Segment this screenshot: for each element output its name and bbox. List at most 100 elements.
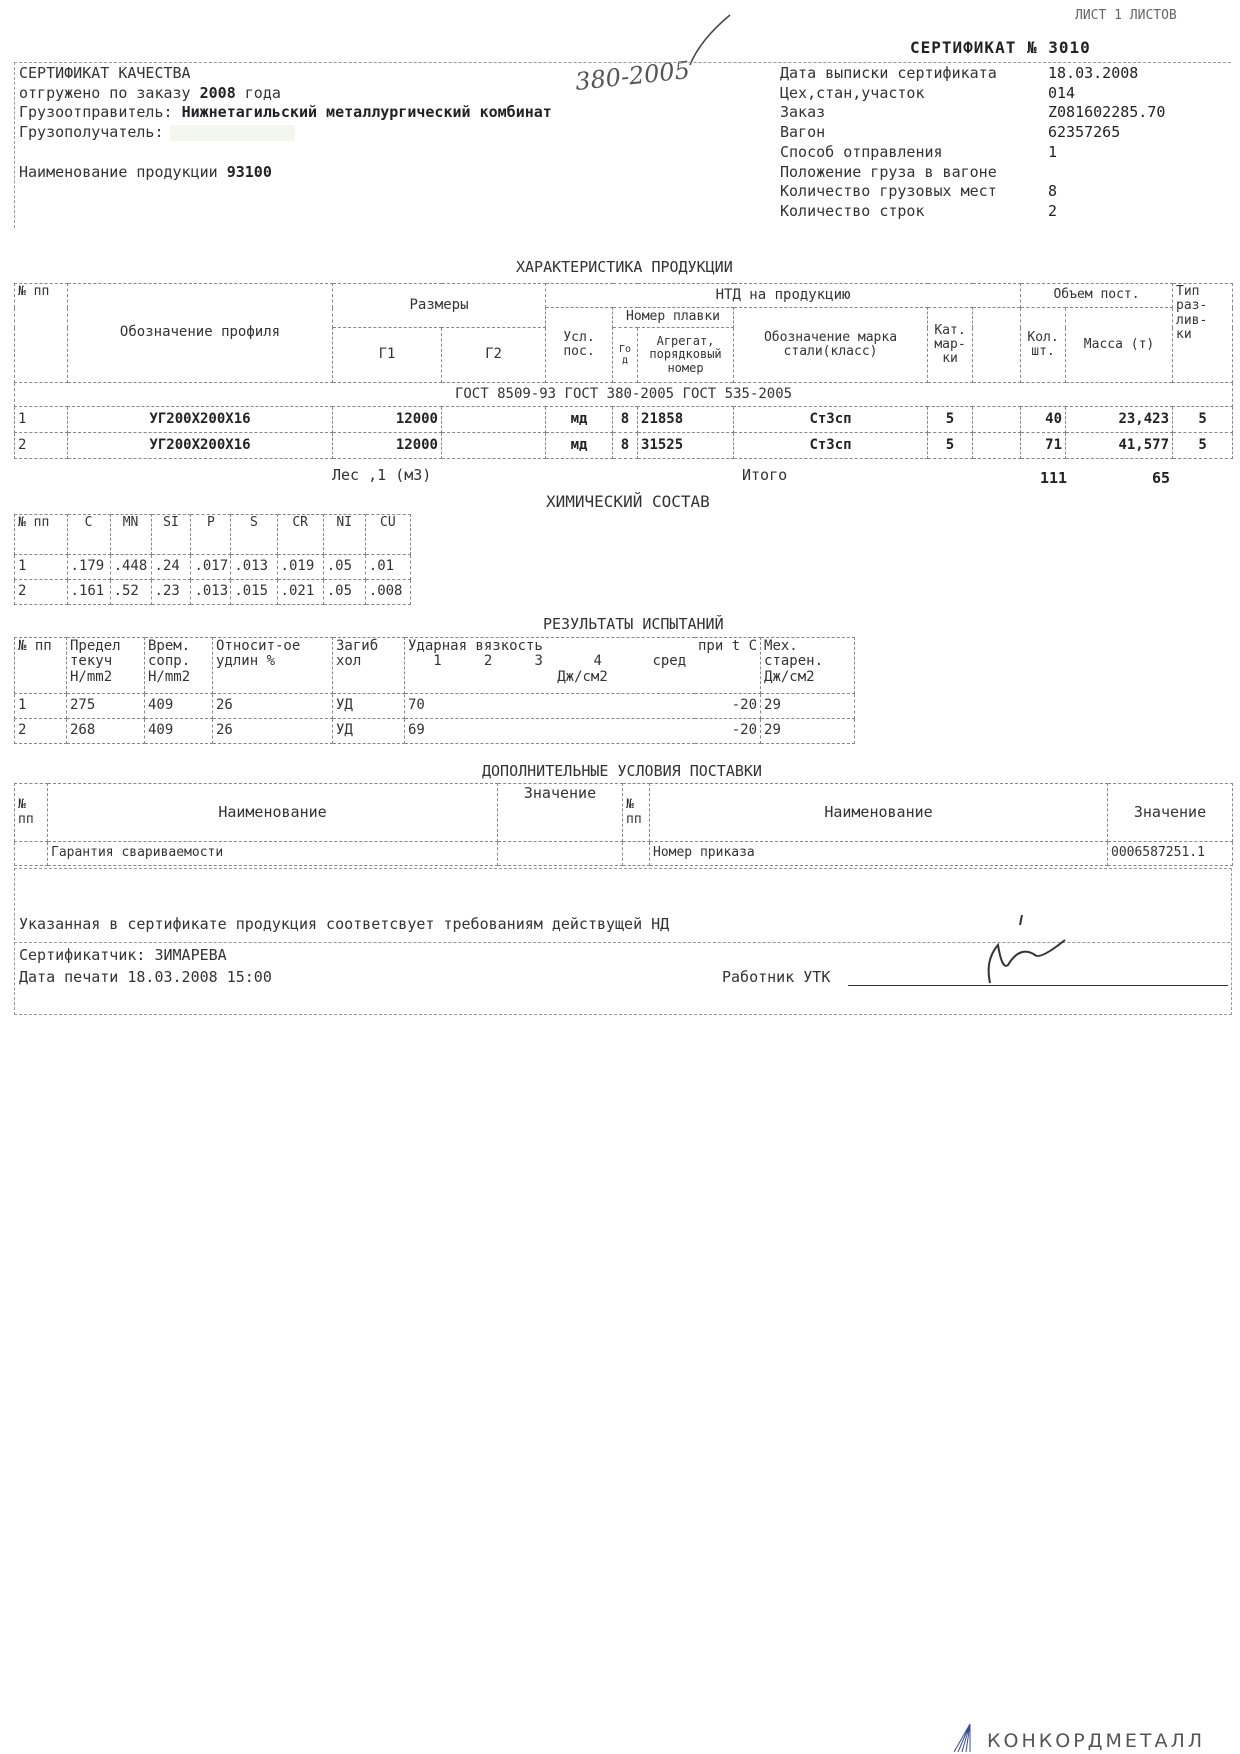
chem-cell: .01	[364, 554, 412, 580]
cell-heat: 31525	[637, 432, 735, 459]
tests-table: № пп Предел текуч Н/mm2 Врем. сопр. Н/mm…	[14, 637, 856, 744]
cell-mass: 41,577	[1065, 432, 1174, 459]
certifier-line: Сертификатчик: ЗИМАРЕВА	[19, 946, 227, 964]
col-num: № пп	[14, 783, 48, 842]
cell-aging: 29	[760, 718, 856, 744]
cell-tensile: 409	[144, 693, 213, 719]
cell-temp: -20	[694, 718, 762, 744]
chem-header: NI	[322, 514, 366, 555]
company-logo: КОНКОРДМЕТАЛЛ	[950, 1722, 1205, 1753]
cell-usl: мд	[545, 406, 614, 433]
chem-cell: .008	[364, 579, 412, 605]
chem-header: № пп	[14, 514, 68, 555]
cell-type: 5	[1172, 432, 1234, 459]
chem-cell: .017	[190, 554, 232, 580]
conformity-statement: Указанная в сертификате продукция соотве…	[19, 915, 670, 933]
col-profile: Обозначение профиля	[67, 283, 333, 383]
cell-elong: 26	[212, 693, 333, 719]
pen-mark-icon	[689, 14, 731, 66]
cell-temp: -20	[694, 693, 762, 719]
chem-header: MN	[109, 514, 152, 555]
cell-g1: 12000	[332, 406, 442, 433]
right-value: 0006587251.1	[1107, 841, 1233, 866]
tests-title: РЕЗУЛЬТАТЫ ИСПЫТАНИЙ	[543, 615, 724, 633]
additional-title: ДОПОЛНИТЕЛЬНЫЕ УСЛОВИЯ ПОСТАВКИ	[482, 762, 762, 780]
shipper: Нижнетагильский металлургический комбина…	[181, 103, 552, 122]
col-yield: Предел текуч Н/mm2	[66, 637, 145, 694]
col-heat: Номер плавки	[612, 307, 735, 328]
cell-extra	[972, 432, 1022, 459]
chem-cell: 1	[14, 554, 68, 580]
cell-type: 5	[1172, 406, 1234, 433]
header-left: СЕРТИФИКАТ КАЧЕСТВА отгружено по заказу …	[19, 64, 552, 182]
table-row: 2 УГ200Х200Х16 12000 мд 8 31525 Ст3сп 5 71 41,577…	[14, 432, 1234, 459]
cell-n: 2	[14, 718, 67, 744]
cell-n: 1	[14, 406, 68, 433]
cell-g2	[440, 432, 547, 459]
chem-cell: .52	[109, 579, 152, 605]
chem-cell: .179	[66, 554, 111, 580]
cell-extra	[972, 406, 1022, 433]
chemistry-table: № пп C MN SI P S CR NI CU 1.179.448.24.017.013.01…	[14, 514, 412, 605]
header-field: Количество строк 2	[780, 201, 1058, 220]
chem-cell: .23	[150, 579, 192, 605]
additional-table: № пп Наименование Значение № пп Наименов…	[14, 783, 1233, 866]
cell-yield: 275	[66, 693, 145, 719]
header-field: Положение груза в вагоне	[780, 162, 997, 181]
cell-mass: 23,423	[1065, 406, 1174, 433]
chem-header: C	[66, 514, 111, 555]
chem-cell: 2	[14, 579, 68, 605]
doc-type: СЕРТИФИКАТ КАЧЕСТВА	[19, 64, 191, 82]
order-year-line: отгружено по заказу 2008 года	[19, 83, 281, 102]
table-row: Гарантия свариваемости Номер приказа 000…	[14, 841, 1233, 866]
cell-grade: Ст3сп	[733, 432, 929, 459]
col-aging: Мех. старен. Дж/см2	[760, 637, 856, 694]
wood-note: Лес ,1 (м3)	[332, 466, 432, 484]
col-grade: Обозначение марка стали(класс)	[733, 307, 929, 383]
cell-elong: 26	[212, 718, 333, 744]
cell-bend: УД	[332, 693, 405, 719]
product-table: № пп Обозначение профиля Размеры НТД на …	[13, 283, 1234, 459]
col-num: № пп	[14, 637, 67, 694]
chem-header: CU	[364, 514, 412, 555]
product-name-line: Наименование продукции 93100	[19, 162, 272, 181]
cell-grade: Ст3сп	[733, 406, 929, 433]
header-field: Заказ Z081602285.70	[780, 103, 1166, 122]
cell-aging: 29	[760, 693, 856, 719]
table-row: 1.179.448.24.017.013.019.05.01	[14, 554, 412, 580]
cell-year: 8	[612, 432, 639, 459]
cell-impact: 70	[404, 693, 695, 719]
col-g1: Г1	[332, 327, 442, 383]
standards-row: ГОСТ 8509-93 ГОСТ 380-2005 ГОСТ 535-2005	[13, 382, 1234, 407]
certificate-title: СЕРТИФИКАТ № 3010	[910, 38, 1091, 57]
chem-cell: .05	[322, 554, 366, 580]
cell-n: 1	[14, 693, 67, 719]
col-tensile: Врем. сопр. Н/mm2	[144, 637, 213, 694]
chem-cell: .448	[109, 554, 152, 580]
cell-heat: 21858	[637, 406, 735, 433]
total-label: Итого	[742, 466, 788, 484]
chem-cell: .24	[150, 554, 192, 580]
cell-yield: 268	[66, 718, 145, 744]
col-qty: Кол. шт.	[1020, 307, 1067, 383]
cell-impact: 69	[404, 718, 695, 744]
chem-header: P	[190, 514, 232, 555]
col-value-2: Значение	[1107, 783, 1233, 842]
header-field: Вагон 62357265	[780, 123, 1121, 142]
col-g2: Г2	[440, 327, 547, 383]
col-volume: Объем пост.	[1020, 283, 1174, 308]
col-name: Наименование	[47, 783, 498, 842]
left-item: Гарантия свариваемости	[47, 841, 498, 866]
header-box	[14, 62, 1231, 228]
col-bend: Загиб хол	[332, 637, 405, 694]
col-num: № пп	[14, 283, 68, 383]
col-value: Значение	[497, 783, 623, 842]
chem-cell: .019	[276, 554, 324, 580]
header-field: Способ отправления 1	[780, 142, 1058, 161]
product-section-title: ХАРАКТЕРИСТИКА ПРОДУКЦИИ	[516, 258, 733, 276]
col-name-2: Наименование	[649, 783, 1108, 842]
inspector-label: Работник УТК	[722, 968, 831, 986]
cell-cat: 5	[927, 432, 974, 459]
cell-bend: УД	[332, 718, 405, 744]
print-date: Дата печати 18.03.2008 15:00	[19, 968, 272, 986]
